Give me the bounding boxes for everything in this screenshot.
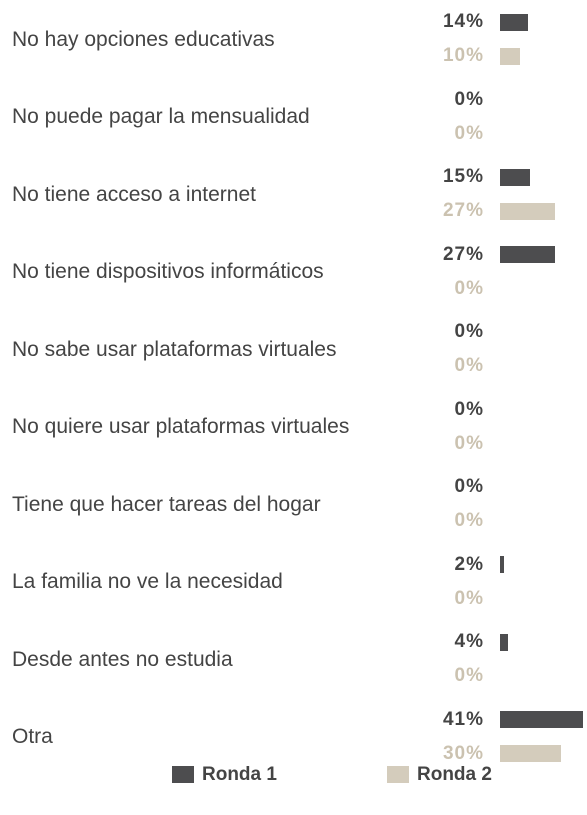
category-label: No tiene dispositivos informáticos	[12, 260, 324, 283]
legend-swatch	[387, 766, 409, 783]
value-label: 0%	[454, 587, 484, 609]
value-label: 0%	[454, 665, 484, 686]
value-label: 2%	[454, 553, 484, 575]
category-label: No hay opciones educativas	[12, 27, 275, 51]
value-label: 0%	[454, 122, 484, 144]
category-label: Otra	[12, 725, 53, 748]
category-label: No tiene acceso a internet	[12, 182, 256, 206]
legend-label: Ronda 1	[202, 764, 277, 785]
bar	[500, 168, 531, 186]
category-label: La familia no ve la necesidad	[12, 570, 283, 593]
bar	[500, 745, 561, 762]
category-label: Desde antes no estudia	[12, 647, 233, 671]
value-label: 10%	[442, 45, 484, 66]
value-label: 0%	[454, 321, 484, 342]
value-label: 30%	[442, 742, 484, 764]
legend-label: Ronda 2	[417, 764, 492, 785]
value-label: 0%	[454, 355, 484, 376]
legend-swatch	[172, 766, 194, 783]
bar	[500, 711, 584, 728]
category-label: No puede pagar la mensualidad	[12, 105, 310, 128]
bar	[500, 202, 555, 220]
bar	[500, 13, 529, 31]
value-label: 0%	[454, 432, 484, 454]
value-label: 15%	[442, 166, 484, 187]
value-label: 4%	[454, 631, 484, 652]
bar	[500, 246, 555, 263]
value-label: 0%	[454, 476, 484, 497]
value-label: 14%	[442, 11, 484, 32]
value-label: 27%	[442, 243, 484, 265]
value-label: 0%	[454, 510, 484, 531]
value-label: 27%	[442, 200, 484, 221]
bar	[500, 633, 509, 651]
category-label: No quiere usar plataformas virtuales	[12, 415, 350, 438]
category-label: Tiene que hacer tareas del hogar	[12, 492, 321, 516]
bar	[500, 556, 505, 573]
value-label: 41%	[442, 708, 484, 730]
bar	[500, 47, 521, 65]
value-label: 0%	[454, 398, 484, 420]
value-label: 0%	[454, 88, 484, 110]
value-label: 0%	[454, 277, 484, 299]
category-label: No sabe usar plataformas virtuales	[12, 337, 337, 361]
